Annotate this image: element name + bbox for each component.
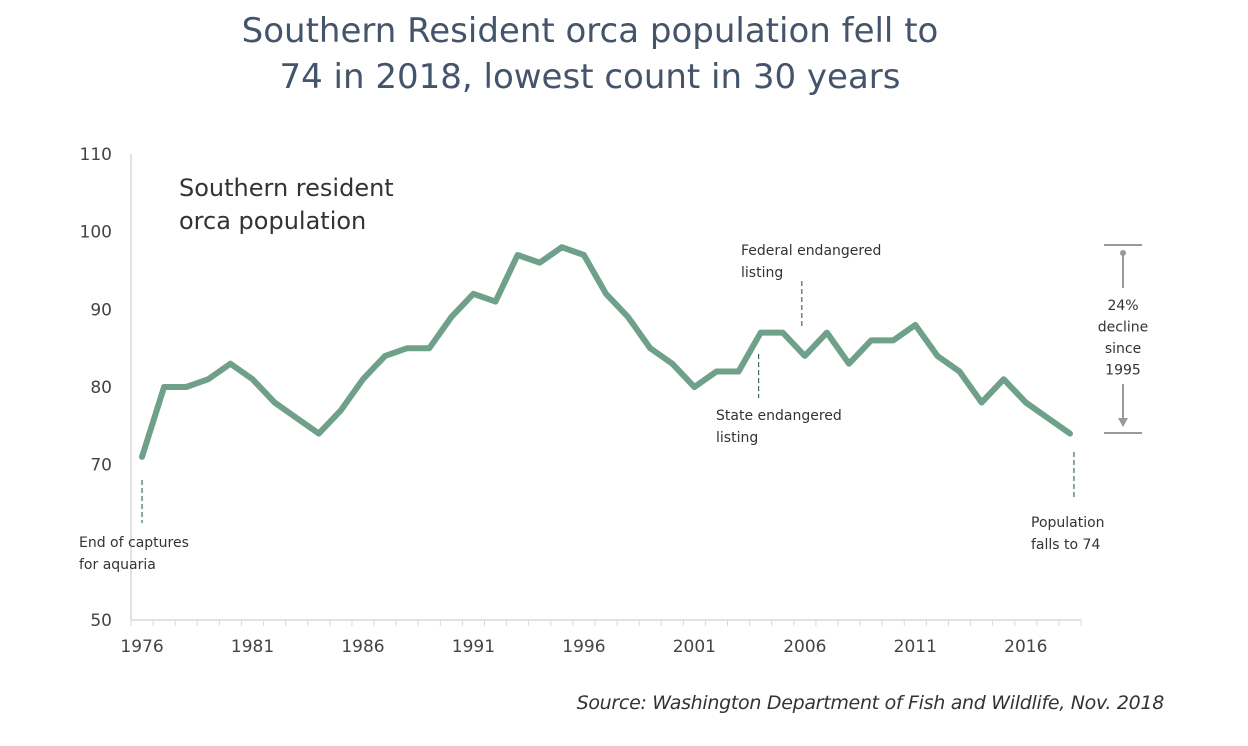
bracket-label: 1995 xyxy=(1105,363,1141,379)
y-axis-labels: 110 100 90 80 70 50 xyxy=(80,145,112,631)
source-note: Source: Washington Department of Fish an… xyxy=(576,692,1165,714)
series-line-orca-population xyxy=(139,244,1073,460)
bracket-arrowhead-icon xyxy=(1118,418,1128,427)
x-tick-label: 2001 xyxy=(673,637,716,657)
x-tick-label: 1986 xyxy=(341,637,384,657)
annotation-text: for aquaria xyxy=(79,557,156,573)
x-tick-label: 1981 xyxy=(231,637,274,657)
x-tick-label: 1991 xyxy=(452,637,495,657)
bracket-label: since xyxy=(1105,341,1141,357)
x-tick-label: 2011 xyxy=(894,637,937,657)
annotation-text: listing xyxy=(716,430,758,446)
x-tick-label: 1996 xyxy=(562,637,605,657)
inner-title-line-2: orca population xyxy=(179,207,366,235)
annotation-text: Population xyxy=(1031,515,1105,531)
y-tick-label: 70 xyxy=(90,456,112,476)
chart-title-line-2: 74 in 2018, lowest count in 30 years xyxy=(279,57,901,97)
y-tick-label: 90 xyxy=(90,300,112,320)
bracket-label: decline xyxy=(1098,320,1148,336)
axes xyxy=(130,154,1082,626)
x-tick-label: 1976 xyxy=(120,637,163,657)
inner-title-line-1: Southern resident xyxy=(179,174,394,202)
y-tick-label: 50 xyxy=(90,611,112,631)
decline-bracket: 24% decline since 1995 xyxy=(1098,244,1148,434)
y-tick-label: 110 xyxy=(80,145,112,165)
annotations: End of captures for aquaria State endanger… xyxy=(79,243,1105,573)
annotation-text: falls to 74 xyxy=(1031,537,1100,553)
chart-title-line-1: Southern Resident orca population fell t… xyxy=(241,11,939,51)
annotation-text: listing xyxy=(741,265,783,281)
annotation-text: State endangered xyxy=(716,408,842,424)
annotation-text: Federal endangered xyxy=(741,243,881,259)
x-axis-labels: 1976 1981 1986 1991 1996 2001 2006 2011 2016 xyxy=(120,637,1047,657)
x-tick-label: 2006 xyxy=(783,637,826,657)
y-tick-label: 100 xyxy=(80,223,112,243)
annotation-text: End of captures xyxy=(79,535,189,551)
x-tick-label: 2016 xyxy=(1004,637,1047,657)
chart-title: Southern Resident orca population fell t… xyxy=(0,8,1180,100)
bracket-label: 24% xyxy=(1107,298,1138,314)
y-tick-label: 80 xyxy=(90,378,112,398)
